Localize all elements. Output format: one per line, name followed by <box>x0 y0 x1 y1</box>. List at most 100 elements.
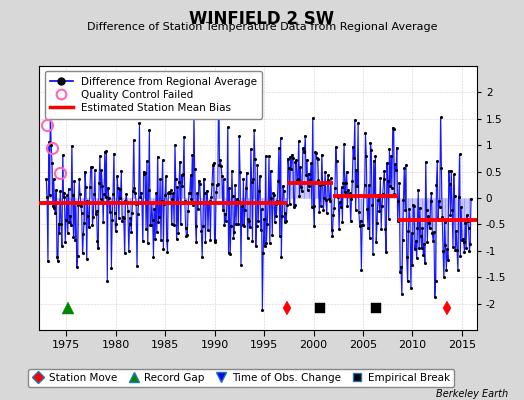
Point <box>201 239 210 246</box>
Point <box>390 191 399 198</box>
Point <box>117 168 125 174</box>
Point <box>417 232 425 239</box>
Point <box>147 222 155 228</box>
Point <box>448 207 456 214</box>
Point <box>300 148 309 155</box>
Point <box>311 148 319 155</box>
Point <box>342 168 351 175</box>
Point <box>359 222 367 229</box>
Point <box>435 198 443 204</box>
Point <box>287 166 296 172</box>
Point <box>326 198 334 204</box>
Point <box>165 189 173 195</box>
Point <box>357 266 366 273</box>
Point <box>196 200 205 206</box>
Point <box>410 203 418 209</box>
Point <box>444 257 452 263</box>
Point <box>344 187 352 194</box>
Point <box>332 144 340 150</box>
Point <box>388 124 397 131</box>
Point <box>321 169 329 175</box>
Point <box>111 210 119 216</box>
Point <box>158 157 167 163</box>
Point <box>218 173 226 180</box>
Point <box>376 175 385 182</box>
Point <box>177 221 185 227</box>
Point <box>210 160 218 166</box>
Point <box>372 239 380 246</box>
Point <box>128 210 136 216</box>
Point <box>394 218 402 224</box>
Point <box>397 264 405 270</box>
Point <box>88 164 96 170</box>
Point <box>337 184 346 190</box>
Point <box>421 260 429 266</box>
Point <box>237 203 246 210</box>
Point <box>314 177 323 183</box>
Point <box>336 199 344 205</box>
Point <box>224 250 233 256</box>
Point <box>103 278 112 284</box>
Point <box>403 278 412 285</box>
Point <box>222 218 230 224</box>
Point <box>411 246 419 252</box>
Point <box>366 140 375 146</box>
Point <box>163 249 172 255</box>
Point <box>118 218 126 224</box>
Point <box>190 111 198 118</box>
Point <box>191 166 199 173</box>
Point <box>134 210 142 217</box>
Point <box>226 251 234 257</box>
Point <box>383 160 391 166</box>
Point <box>181 224 190 231</box>
Point <box>172 236 181 242</box>
Point <box>208 181 216 187</box>
Point <box>450 171 458 178</box>
Point <box>255 188 263 194</box>
Point <box>114 185 122 192</box>
Point <box>249 176 257 182</box>
Point <box>389 126 398 132</box>
Point <box>122 191 130 198</box>
Point <box>76 191 84 197</box>
Point <box>216 157 224 164</box>
Point <box>332 158 341 164</box>
Point <box>210 239 219 246</box>
Point <box>365 235 374 241</box>
Point <box>338 219 346 225</box>
Point <box>129 136 138 143</box>
Point <box>412 238 420 244</box>
Point <box>110 150 118 157</box>
Point <box>235 133 244 140</box>
Point <box>298 188 306 194</box>
Point <box>157 237 165 243</box>
Point <box>457 204 465 210</box>
Point <box>293 176 302 182</box>
Point <box>463 212 471 219</box>
Point <box>271 200 280 207</box>
Point <box>465 248 474 254</box>
Point <box>59 152 67 158</box>
Point <box>191 223 200 230</box>
Point <box>349 143 357 150</box>
Point <box>355 209 363 215</box>
Point <box>251 155 259 162</box>
Point <box>181 198 189 204</box>
Point <box>443 246 451 252</box>
Point <box>42 176 50 182</box>
Point <box>54 220 63 227</box>
Point <box>100 191 108 198</box>
Point <box>291 159 300 165</box>
Point <box>136 194 145 201</box>
Point <box>125 248 133 254</box>
Point <box>194 178 203 184</box>
Point <box>467 196 475 202</box>
Point <box>78 210 86 217</box>
Point <box>187 195 195 202</box>
Point <box>259 250 267 256</box>
Point <box>283 202 291 208</box>
Point <box>270 218 279 225</box>
Point <box>64 186 73 192</box>
Point <box>185 190 193 196</box>
Point <box>267 195 276 201</box>
